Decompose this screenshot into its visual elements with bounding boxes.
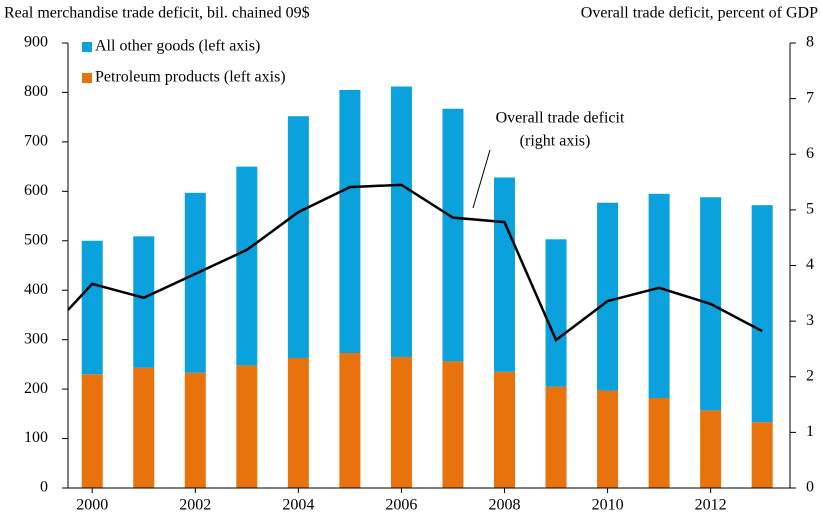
bar: [700, 410, 722, 488]
legend-swatch: [82, 42, 92, 52]
x-tick-label: 2010: [592, 497, 624, 514]
bar: [751, 205, 773, 423]
y-tick-label: 300: [24, 330, 48, 347]
legend-label: Petroleum products (left axis): [95, 69, 286, 86]
bar: [545, 386, 567, 488]
annotation-pointer: [472, 149, 491, 209]
legend-label: All other goods (left axis): [95, 38, 260, 55]
y-tick-label: 100: [24, 429, 48, 446]
x-tick-label: 2006: [385, 497, 417, 514]
y-tick-label: 200: [24, 380, 48, 397]
bar: [390, 356, 412, 488]
y-tick-label: 0: [40, 479, 48, 496]
bar: [133, 236, 155, 368]
bar: [287, 357, 309, 488]
line: [67, 183, 763, 342]
bar: [442, 108, 464, 362]
bar: [545, 239, 567, 387]
bar: [390, 86, 412, 357]
y2-tick-label: 5: [806, 201, 814, 218]
y-tick-label: 700: [24, 133, 48, 150]
bar: [81, 374, 103, 488]
bar: [236, 365, 258, 488]
y2-axis-label: Overall trade deficit, percent of GDP: [581, 5, 818, 22]
y2-tick-label: 6: [806, 145, 814, 162]
y2-tick-label: 8: [806, 34, 814, 51]
bar: [339, 89, 361, 354]
bar: [442, 361, 464, 488]
bar: [81, 240, 103, 375]
y-tick-label: 400: [24, 281, 48, 298]
y-tick-label: 800: [24, 83, 48, 100]
y2-tick-label: 2: [806, 367, 814, 384]
y2-tick-label: 0: [806, 479, 814, 496]
bar: [184, 192, 206, 373]
x-tick-label: 2000: [76, 497, 108, 514]
y2-tick-label: 3: [806, 312, 814, 329]
y-tick-label: 600: [24, 182, 48, 199]
x-tick-label: 2002: [179, 497, 211, 514]
legend-swatch: [82, 73, 92, 83]
bar: [339, 353, 361, 488]
bar: [493, 177, 515, 372]
bar: [648, 398, 670, 488]
y2-tick-label: 1: [806, 423, 814, 440]
bar: [597, 390, 619, 488]
bar: [597, 202, 619, 391]
annotation: Overall trade deficit: [496, 110, 625, 127]
y-axis-label: Real merchandise trade deficit, bil. cha…: [4, 5, 310, 22]
x-tick-label: 2012: [695, 497, 727, 514]
bar: [287, 116, 309, 358]
bar: [648, 193, 670, 399]
bar: [493, 371, 515, 488]
x-tick-label: 2004: [282, 497, 314, 514]
y2-tick-label: 4: [806, 256, 814, 273]
bar: [751, 422, 773, 488]
y-tick-label: 500: [24, 231, 48, 248]
bar: [236, 166, 258, 366]
y-tick-label: 900: [24, 34, 48, 51]
bar: [184, 372, 206, 488]
annotation: (right axis): [520, 133, 591, 150]
y2-tick-label: 7: [806, 89, 814, 106]
bar: [133, 367, 155, 488]
x-tick-label: 2008: [488, 497, 520, 514]
